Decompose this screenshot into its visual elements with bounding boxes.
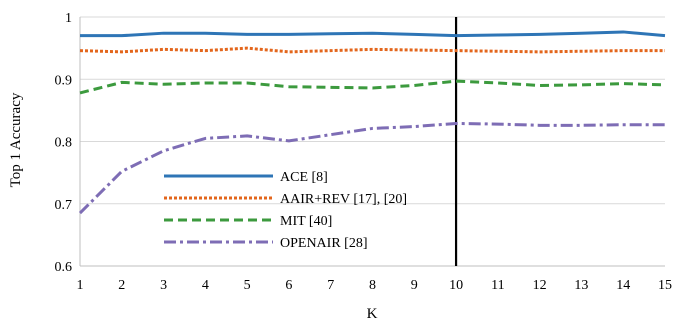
x-tick-label: 6: [285, 278, 292, 293]
series-line-2: [79, 46, 665, 54]
series-line-4: [78, 121, 665, 215]
grid-lines: [80, 16, 665, 267]
y-tick-label: 0.9: [55, 73, 73, 88]
x-tick-label: 12: [533, 278, 547, 293]
x-tick-label: 2: [118, 278, 125, 293]
legend: ACE [8] AAIR+REV [17], [20] MIT [40] OPENAI…: [164, 170, 407, 251]
x-tick-label: 5: [244, 278, 251, 293]
x-tick-label: 9: [411, 278, 418, 293]
x-tick-label: 13: [574, 278, 588, 293]
y-tick-label: 0.7: [55, 198, 73, 213]
y-tick-label: 0.8: [55, 136, 73, 151]
y-tick-label: 1: [65, 11, 72, 26]
legend-label-2: AAIR+REV [17], [20]: [280, 192, 407, 207]
series-layer: [78, 30, 666, 215]
x-tick-label: 15: [658, 278, 672, 293]
x-tick-label: 11: [491, 278, 504, 293]
x-tick-label: 1: [77, 278, 84, 293]
x-axis-title: K: [367, 306, 378, 322]
x-tick-label: 3: [160, 278, 167, 293]
plot-frame: [79, 17, 665, 267]
y-tick-label: 0.6: [55, 260, 73, 275]
legend-label-3: MIT [40]: [280, 214, 332, 229]
series-line-1: [80, 30, 666, 38]
x-tick-label: 7: [327, 278, 334, 293]
legend-label-1: ACE [8]: [280, 170, 328, 185]
series-line-3: [79, 79, 666, 95]
legend-label-4: OPENAIR [28]: [280, 236, 368, 251]
x-tick-labels: 1 2 3 4 5 6 7 8 9 10 11 12 13 14 15: [77, 278, 673, 293]
y-tick-labels: 0.6 0.7 0.8 0.9 1: [55, 11, 73, 275]
x-tick-label: 8: [369, 278, 376, 293]
x-tick-label: 14: [616, 278, 630, 293]
x-tick-label: 10: [449, 278, 463, 293]
x-tick-label: 4: [202, 278, 209, 293]
y-axis-title: Top 1 Accuracy: [8, 92, 24, 187]
